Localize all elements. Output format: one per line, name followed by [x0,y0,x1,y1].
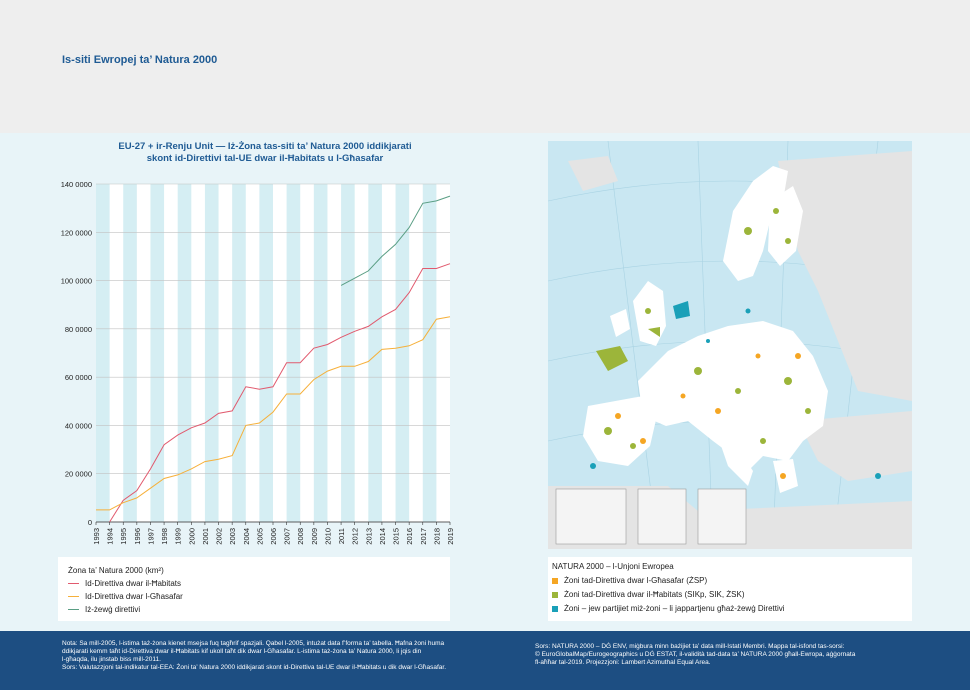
footer-left-line-1: Nota: Sa mill-2005, l-istima taż-żona ki… [62,640,445,647]
map-legend-item-spa: Żoni tad-Direttiva dwar l-Għasafar (ŻSP) [552,576,707,585]
x-tick-label: 2004 [242,528,251,545]
map-legend-swatch-both [552,605,558,612]
legend-label-both: Iż-żewġ direttivi [85,605,141,614]
legend-swatch-birds [68,596,79,598]
x-tick-label: 2019 [446,528,455,545]
x-tick-label: 2007 [283,528,292,545]
line-chart: 0 20 0000 40 0000 60 0000 80 0000 100 0000 120… [61,180,455,545]
background-stripe [368,184,382,522]
y-tick-label: 20 0000 [65,470,92,479]
legend-item-habitats: Id-Direttiva dwar il-Ħabitats [68,579,181,589]
legend-label-birds: Id-Direttiva dwar l-Għasafar [85,592,183,601]
y-tick-label: 80 0000 [65,325,92,334]
x-tick-label: 2011 [337,528,346,544]
x-tick-label: 1996 [133,528,142,545]
footer-right-line-1: Sors: NATURA 2000 – DĠ ENV, miġbura minn… [535,643,845,650]
background-stripe [204,184,219,522]
series-line-3 [340,195,451,286]
y-tick-label: 100 0000 [61,277,92,286]
background-stripe [422,184,437,522]
background-stripe [232,184,246,522]
legend-swatch-both [68,609,79,611]
x-tick-label: 1997 [146,528,155,545]
footer-right-note: Sors: NATURA 2000 – DĠ ENV, miġbura minn… [535,643,935,667]
background-stripe [177,184,192,522]
x-tick-label: 2008 [296,528,305,545]
chart-legend: Żona ta’ Natura 2000 (km²) Id-Direttiva … [58,557,450,621]
map-legend: NATURA 2000 – l-Unjoni Ewropea Żoni tad-… [548,557,912,621]
map-legend-swatch-spa [552,577,558,584]
y-tick-label: 0 [88,518,92,527]
footer-right-line-3: fl-aħħar tal-2019. Projezzjoni: Lambert … [535,659,711,666]
x-tick-label: 2000 [187,528,196,545]
x-tick-label: 2009 [310,528,319,545]
chart-title-line-2: skont id-Direttivi tal-UE dwar il-Ħabita… [146,153,384,164]
x-tick-label: 2018 [432,528,441,545]
background-stripe [395,184,410,522]
background-stripe [150,184,165,522]
x-tick-label: 2013 [364,528,373,545]
footer-left-note: Nota: Sa mill-2005, l-istima taż-żona ki… [62,640,492,672]
x-tick-label: 2012 [351,528,360,545]
background-stripe [123,184,137,522]
x-tick-label: 2003 [228,528,237,545]
x-tick-label: 1999 [174,528,183,545]
map-graphic [548,141,912,549]
legend-item-birds: Id-Direttiva dwar l-Għasafar [68,592,183,602]
x-tick-label: 1993 [92,528,101,545]
background-stripe [341,184,355,522]
x-tick-label: 2016 [405,528,414,545]
map-legend-item-both: Żoni – jew partijiet miż-żoni – li jappa… [552,604,785,613]
map-legend-swatch-habitats [552,591,558,598]
footer-left-line-4: Sors: Valutazzjoni tal-indikatur tal-EEA… [62,664,447,671]
y-tick-label: 140 0000 [61,180,92,189]
x-tick-label: 2005 [255,528,264,545]
footer: Nota: Sa mill-2005, l-istima taż-żona ki… [0,631,970,690]
legend-label-habitats: Id-Direttiva dwar il-Ħabitats [85,579,182,588]
background-stripe [259,184,273,522]
y-tick-label: 60 0000 [65,373,92,382]
map-legend-label-spa: Żoni tad-Direttiva dwar l-Għasafar (ŻSP) [564,576,708,585]
y-tick-label: 40 0000 [65,421,92,430]
x-tick-label: 1995 [119,528,128,545]
chart-title: EU-27 + ir-Renju Unit — Iż-Żona tas-siti… [70,141,460,165]
x-tick-label: 2001 [201,528,210,545]
x-tick-label: 2006 [269,528,278,545]
map-legend-item-habitats: Żoni tad-Direttiva dwar il-Ħabitats (SIK… [552,590,745,599]
x-tick-label: 1994 [106,528,115,545]
x-tick-label: 2002 [215,528,224,545]
series-line-1 [109,263,451,523]
x-tick-label: 2010 [323,528,332,545]
map-legend-label-habitats: Żoni tad-Direttiva dwar il-Ħabitats (SIK… [564,590,745,599]
legend-title: Żona ta’ Natura 2000 (km²) [68,566,164,575]
background-stripe [96,184,110,522]
natura-2000-map [548,141,912,549]
legend-item-both: Iż-żewġ direttivi [68,605,140,615]
footer-right-line-2: © EuroGlobalMap/Eurogeographics u DĠ EST… [535,651,856,658]
header-band: Is-siti Ewropej ta’ Natura 2000 [0,0,970,133]
footer-left-line-3: l-għaqda, ilu jinstab biss mill-2011. [62,656,161,663]
y-tick-label: 120 0000 [61,228,92,237]
x-tick-label: 2014 [378,528,387,545]
background-stripe [313,184,328,522]
map-legend-label-both: Żoni – jew partijiet miż-żoni – li jappa… [564,604,785,613]
map-legend-title: NATURA 2000 – l-Unjoni Ewropea [552,562,674,571]
background-stripe [286,184,301,522]
series-line-2 [96,316,451,511]
page-title: Is-siti Ewropej ta’ Natura 2000 [62,54,218,66]
footer-left-line-2: ddikjarati kemm taħt id-Direttiva dwar i… [62,648,422,655]
x-tick-label: 2017 [419,528,428,545]
x-tick-label: 2015 [392,528,401,545]
x-tick-label: 1998 [160,528,169,545]
chart-title-line-1: EU-27 + ir-Renju Unit — Iż-Żona tas-siti… [118,141,412,152]
legend-swatch-habitats [68,583,79,585]
